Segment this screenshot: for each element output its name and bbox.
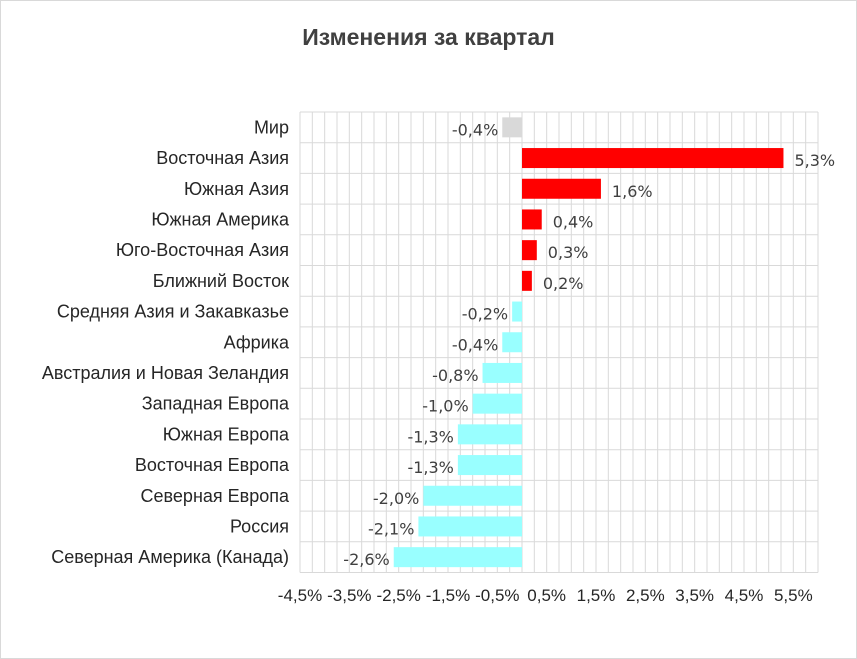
category-label: Восточная Азия <box>156 148 289 168</box>
x-tick-label: -0,5% <box>475 586 519 605</box>
x-tick-label: -1,5% <box>426 586 470 605</box>
bar <box>512 301 522 322</box>
data-label: -1,3% <box>407 427 453 446</box>
data-label: -0,4% <box>452 335 498 354</box>
data-label: -0,8% <box>432 366 478 385</box>
data-label: -0,4% <box>452 120 498 139</box>
bar <box>522 270 532 291</box>
category-label: Западная Европа <box>142 394 290 414</box>
bar <box>522 178 601 199</box>
bar <box>393 547 522 568</box>
category-label: Африка <box>224 332 290 352</box>
category-label: Ближний Восток <box>153 271 289 291</box>
bar <box>522 209 542 230</box>
bar <box>522 148 784 169</box>
category-label: Средняя Азия и Закавказье <box>57 302 289 322</box>
x-tick-label: 2,5% <box>626 586 665 605</box>
bar <box>502 332 522 353</box>
x-tick-label: 1,5% <box>577 586 616 605</box>
labels: Мир -0,4% Восточная Азия 5,3% Южная Азия 1,6%… <box>42 117 835 605</box>
category-label: Южная Америка <box>151 209 290 229</box>
x-tick-label: 3,5% <box>675 586 714 605</box>
data-label: -1,0% <box>422 397 468 416</box>
bar <box>502 117 522 138</box>
bar <box>457 455 522 476</box>
data-label: -2,0% <box>373 489 419 508</box>
data-label: 0,3% <box>548 243 589 262</box>
bars <box>393 117 784 568</box>
category-label: Юго-Восточная Азия <box>116 240 289 260</box>
category-label: Южная Европа <box>163 424 290 444</box>
category-label: Мир <box>254 117 289 137</box>
x-tick-label: 0,5% <box>527 586 566 605</box>
data-label: -1,3% <box>407 458 453 477</box>
category-label: Северная Америка (Канада) <box>51 547 289 567</box>
x-tick-label: -4,5% <box>278 586 322 605</box>
data-label: 1,6% <box>612 182 653 201</box>
x-tick-label: 4,5% <box>725 586 764 605</box>
bar <box>457 424 522 445</box>
x-tick-label: -3,5% <box>327 586 371 605</box>
gridlines <box>299 111 819 573</box>
bar <box>423 485 522 506</box>
data-label: 0,4% <box>553 212 594 231</box>
bar <box>482 362 522 383</box>
data-label: -0,2% <box>462 305 508 324</box>
category-label: Россия <box>230 516 289 536</box>
x-tick-label: -2,5% <box>376 586 420 605</box>
category-label: Южная Азия <box>184 179 289 199</box>
x-tick-label: 5,5% <box>774 586 813 605</box>
bar <box>522 240 537 261</box>
bar <box>472 393 522 414</box>
category-label: Восточная Европа <box>135 455 290 475</box>
data-label: -2,6% <box>343 550 389 569</box>
chart-title: Изменения за квартал <box>302 24 555 50</box>
category-label: Австралия и Новая Зеландия <box>42 363 289 383</box>
data-label: 5,3% <box>794 151 835 170</box>
data-label: 0,2% <box>543 274 584 293</box>
category-label: Северная Европа <box>141 486 290 506</box>
data-label: -2,1% <box>368 519 414 538</box>
bar <box>418 516 522 537</box>
